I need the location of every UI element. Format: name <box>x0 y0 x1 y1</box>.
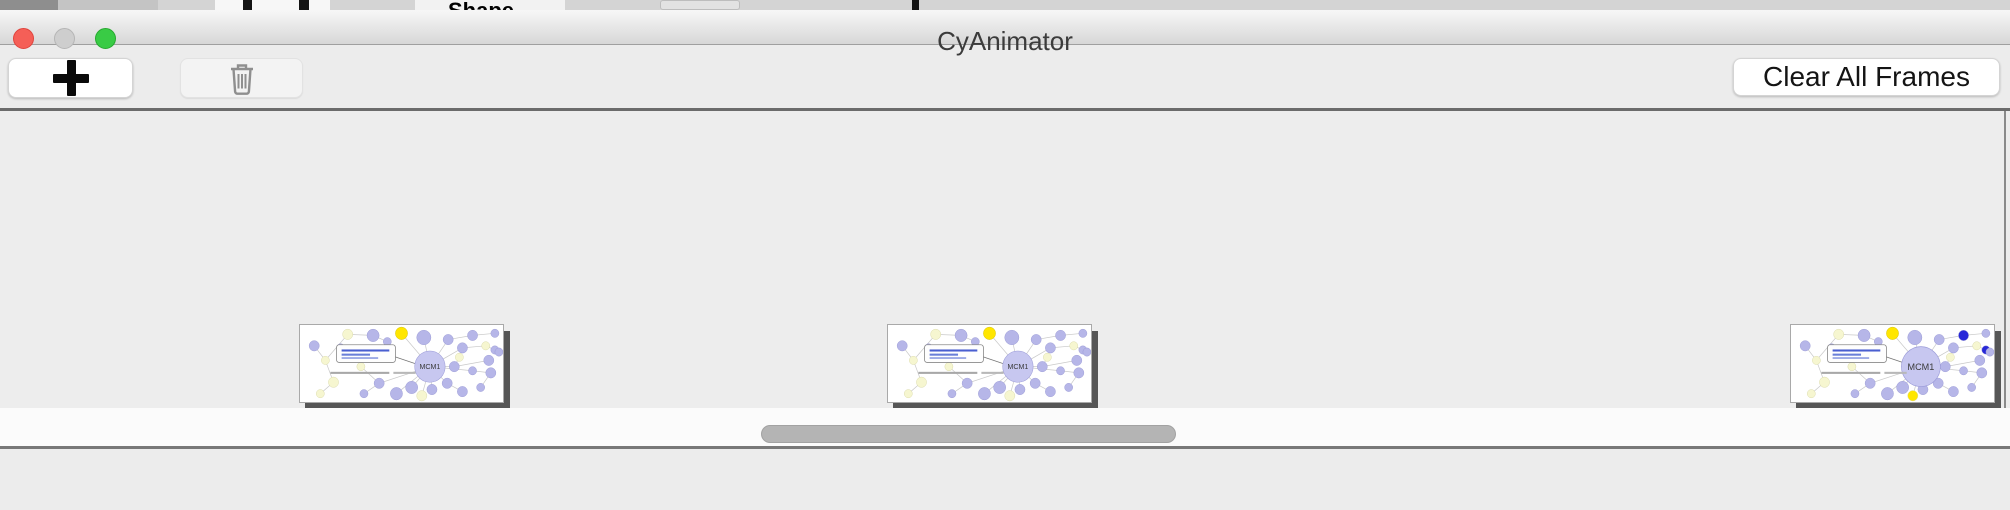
background-toolbar-fragment <box>415 0 565 10</box>
titlebar: CyAnimator <box>0 10 2010 56</box>
network-thumbnail-image: MCM1 <box>896 326 1091 402</box>
background-icon-fragment <box>299 0 309 10</box>
close-button[interactable] <box>13 28 34 49</box>
minimize-button[interactable] <box>54 28 75 49</box>
background-shape-label: Shape <box>448 0 514 10</box>
plus-icon <box>52 60 89 96</box>
keyframe-thumbnail[interactable]: MCM1 <box>1790 324 1995 403</box>
keyframe-thumbnail[interactable]: MCM1 <box>887 324 1092 403</box>
window-right-border <box>2004 111 2006 449</box>
background-toolbar-fragment <box>58 0 158 10</box>
background-button-fragment <box>660 0 740 10</box>
frame-node-label: MCM1 <box>1007 362 1028 371</box>
h-scrollbar-thumb[interactable] <box>761 425 1176 443</box>
controls-separator <box>0 446 2010 449</box>
network-thumbnail-image: MCM1 <box>308 326 503 402</box>
network-thumbnail-image: MCM1 <box>1799 326 1994 402</box>
trash-icon <box>230 64 253 95</box>
delete-frame-button[interactable] <box>180 58 303 98</box>
clear-all-frames-button[interactable]: Clear All Frames <box>1733 58 2000 96</box>
timeline-panel[interactable]: MCM1 MCM1 <box>0 111 2010 510</box>
keyframe-thumbnail[interactable]: MCM1 <box>299 324 504 403</box>
zoom-button[interactable] <box>95 28 116 49</box>
playback-controls-bar: Animation Speed: <box>0 449 2010 510</box>
background-icon-fragment <box>912 0 919 10</box>
toolbar-separator <box>0 108 2010 111</box>
frame-node-label: MCM1 <box>1908 362 1935 372</box>
frame-node-label: MCM1 <box>419 362 440 371</box>
add-frame-button[interactable] <box>8 58 133 98</box>
background-toolbar-fragment <box>215 0 330 10</box>
background-toolbar-fragment <box>0 0 58 10</box>
clear-all-frames-label: Clear All Frames <box>1763 61 1970 92</box>
window-title: CyAnimator <box>937 26 1073 56</box>
background-icon-fragment <box>243 0 252 10</box>
background-window-sliver: Shape <box>0 0 2010 10</box>
